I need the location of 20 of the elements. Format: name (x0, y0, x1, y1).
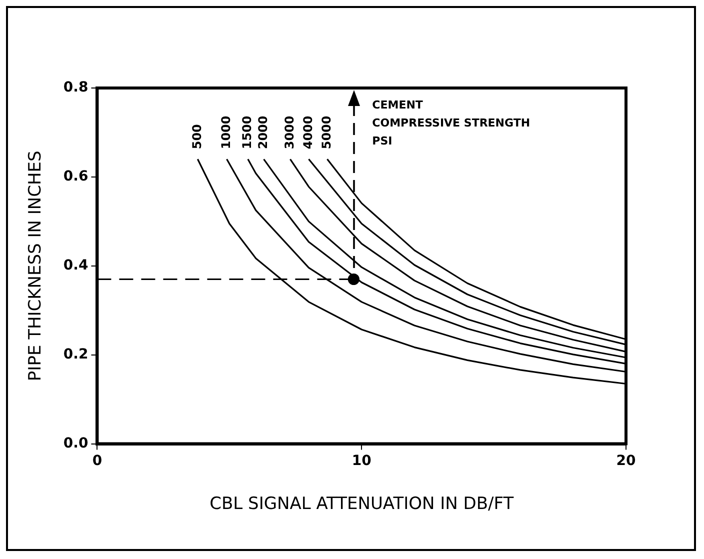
y-tick-label: 0.6 (63, 168, 88, 185)
text: 500 (190, 124, 204, 150)
y-tick-label: 0.2 (63, 346, 88, 362)
y-tick-label: 0.0 (63, 435, 88, 452)
x-axis-title: CBL SIGNAL ATTENUATION IN DB/FT (210, 494, 514, 514)
y-tick-label: 0.4 (63, 258, 88, 274)
y-axis-title: PIPE THICKNESS IN INCHES (26, 150, 46, 382)
y-tick-label: 0.8 (63, 80, 88, 96)
text: 4000 (300, 116, 315, 150)
annotation: CEMENT (372, 98, 424, 112)
text: 5000 (319, 116, 334, 150)
text: 1000 (218, 116, 233, 150)
text: 2000 (256, 116, 270, 150)
annotation: COMPRESSIVE STRENGTH (372, 116, 530, 130)
x-tick-label: 20 (616, 452, 636, 469)
x-tick-label: 10 (352, 452, 372, 469)
text: 1500 (240, 116, 254, 150)
text: 3000 (282, 116, 296, 150)
annotation: PSI (372, 134, 392, 148)
x-tick-label: 0 (92, 452, 102, 469)
